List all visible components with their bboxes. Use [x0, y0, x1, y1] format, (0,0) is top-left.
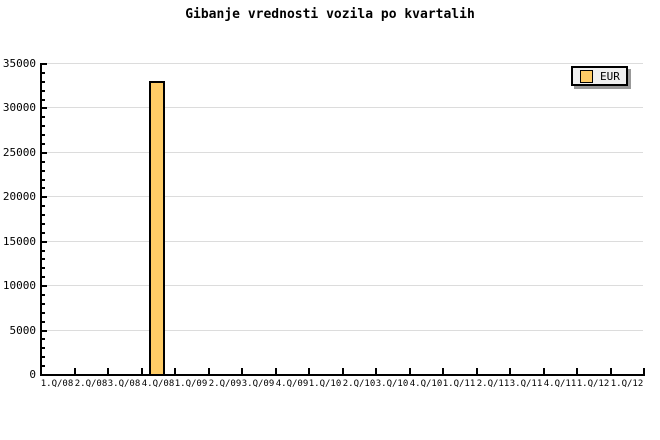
legend: EUR [571, 66, 628, 86]
x-tick [409, 368, 411, 374]
y-minor-tick [42, 143, 45, 145]
x-axis-label: 4.Q/11 [543, 379, 577, 389]
y-major-tick [42, 152, 47, 154]
x-tick [442, 368, 444, 374]
y-axis-label: 15000 [2, 235, 36, 248]
x-axis-label: 1.Q/10 [308, 379, 342, 389]
y-major-tick [42, 63, 47, 65]
y-minor-tick [42, 134, 45, 136]
y-minor-tick [42, 90, 45, 92]
x-tick [610, 368, 612, 374]
x-tick [543, 368, 545, 374]
gridline [42, 63, 643, 64]
y-minor-tick [42, 365, 45, 367]
x-tick [342, 368, 344, 374]
x-tick [275, 368, 277, 374]
y-minor-tick [42, 267, 45, 269]
y-minor-tick [42, 99, 45, 101]
y-minor-tick [42, 276, 45, 278]
gridline [42, 152, 643, 153]
x-axis-line [40, 374, 645, 376]
y-minor-tick [42, 321, 45, 323]
x-axis-label: 1.Q/12 [576, 379, 610, 389]
y-minor-tick [42, 125, 45, 127]
y-minor-tick [42, 223, 45, 225]
x-tick [208, 368, 210, 374]
gridline [42, 285, 643, 286]
x-axis-label: 3.Q/11 [509, 379, 543, 389]
y-minor-tick [42, 170, 45, 172]
y-minor-tick [42, 250, 45, 252]
y-axis-label: 0 [29, 368, 36, 381]
x-axis-label: 2.Q/08 [74, 379, 108, 389]
y-minor-tick [42, 303, 45, 305]
x-axis-label: 3.Q/09 [241, 379, 275, 389]
y-minor-tick [42, 81, 45, 83]
x-tick [476, 368, 478, 374]
y-minor-tick [42, 179, 45, 181]
legend-swatch-eur [580, 69, 593, 83]
x-axis-label: 4.Q/09 [275, 379, 309, 389]
y-major-tick [42, 285, 47, 287]
y-major-tick [42, 196, 47, 198]
x-axis-label: 1.Q/08 [40, 379, 74, 389]
y-axis-label: 20000 [2, 190, 36, 203]
y-axis-line [40, 63, 42, 376]
x-axis-label: 4.Q/10 [409, 379, 443, 389]
gridline [42, 107, 643, 108]
y-axis-label: 30000 [2, 101, 36, 114]
y-minor-tick [42, 72, 45, 74]
x-tick [141, 368, 143, 374]
y-axis-label: 25000 [2, 146, 36, 159]
y-minor-tick [42, 232, 45, 234]
gridline [42, 330, 643, 331]
x-tick [74, 368, 76, 374]
x-tick [509, 368, 511, 374]
y-minor-tick [42, 214, 45, 216]
x-tick [174, 368, 176, 374]
x-axis-label: 3.Q/10 [375, 379, 409, 389]
x-tick [643, 368, 645, 374]
gridline [42, 196, 643, 197]
x-axis-label: 2.Q/09 [208, 379, 242, 389]
y-major-tick [42, 241, 47, 243]
chart-title: Gibanje vrednosti vozila po kvartalih [185, 7, 475, 22]
x-axis-label: 4.Q/08 [141, 379, 175, 389]
y-major-tick [42, 107, 47, 109]
legend-label-eur: EUR [600, 69, 620, 83]
x-axis-label: 3.Q/08 [107, 379, 141, 389]
x-tick [308, 368, 310, 374]
x-axis-label: 2.Q/10 [342, 379, 376, 389]
y-major-tick [42, 330, 47, 332]
y-axis-label: 35000 [2, 57, 36, 70]
y-minor-tick [42, 356, 45, 358]
x-axis-label: 2.Q/11 [476, 379, 510, 389]
y-minor-tick [42, 187, 45, 189]
y-minor-tick [42, 338, 45, 340]
x-tick [107, 368, 109, 374]
y-minor-tick [42, 258, 45, 260]
y-axis-label: 10000 [2, 279, 36, 292]
y-minor-tick [42, 161, 45, 163]
y-axis-label: 5000 [9, 324, 37, 337]
y-minor-tick [42, 205, 45, 207]
x-tick [375, 368, 377, 374]
x-axis-label: 1.Q/11 [442, 379, 476, 389]
bar-4q08 [149, 81, 165, 374]
y-minor-tick [42, 312, 45, 314]
x-tick [241, 368, 243, 374]
y-minor-tick [42, 116, 45, 118]
y-minor-tick [42, 347, 45, 349]
x-axis-label: 1.Q/12 [610, 379, 644, 389]
x-tick [576, 368, 578, 374]
y-minor-tick [42, 294, 45, 296]
x-axis-label: 1.Q/09 [174, 379, 208, 389]
gridline [42, 241, 643, 242]
